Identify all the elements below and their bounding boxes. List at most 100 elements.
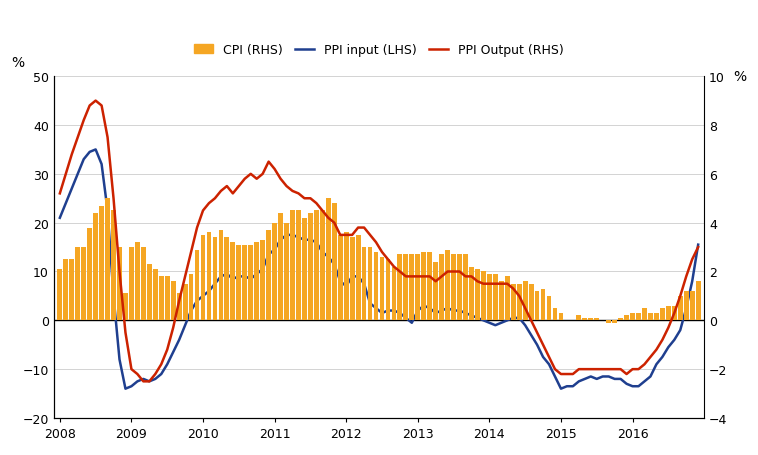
Bar: [141, 248, 146, 321]
Y-axis label: %: %: [11, 56, 25, 70]
Bar: [654, 313, 659, 321]
Legend: CPI (RHS), PPI input (LHS), PPI Output (RHS): CPI (RHS), PPI input (LHS), PPI Output (…: [190, 39, 568, 62]
Bar: [547, 296, 551, 321]
Bar: [147, 265, 152, 321]
Bar: [278, 213, 283, 321]
Bar: [99, 206, 104, 321]
Bar: [81, 248, 86, 321]
Bar: [445, 250, 450, 321]
Bar: [159, 277, 164, 321]
Bar: [362, 248, 366, 321]
Bar: [195, 250, 199, 321]
Bar: [523, 282, 528, 321]
Bar: [553, 308, 557, 321]
Bar: [505, 277, 509, 321]
Bar: [207, 233, 211, 321]
Bar: [255, 243, 259, 321]
Bar: [487, 274, 492, 321]
Bar: [392, 267, 396, 321]
Bar: [690, 291, 694, 321]
Bar: [559, 313, 563, 321]
Bar: [117, 248, 122, 321]
Bar: [439, 255, 444, 321]
Bar: [290, 211, 295, 321]
Bar: [642, 308, 647, 321]
Bar: [177, 294, 181, 321]
Bar: [577, 316, 581, 321]
Bar: [374, 253, 378, 321]
Bar: [105, 199, 110, 321]
Bar: [368, 248, 372, 321]
Bar: [421, 253, 426, 321]
Bar: [684, 291, 688, 321]
Bar: [302, 218, 307, 321]
Bar: [123, 294, 128, 321]
Bar: [696, 282, 700, 321]
Bar: [236, 245, 241, 321]
Y-axis label: %: %: [733, 70, 747, 84]
Bar: [678, 296, 683, 321]
Bar: [660, 308, 665, 321]
Bar: [356, 235, 361, 321]
Bar: [457, 255, 462, 321]
Bar: [636, 313, 641, 321]
Bar: [606, 321, 611, 323]
Bar: [111, 211, 116, 321]
Bar: [243, 245, 247, 321]
Bar: [212, 238, 218, 321]
Bar: [469, 267, 474, 321]
Bar: [272, 223, 277, 321]
Bar: [475, 269, 480, 321]
Bar: [540, 289, 546, 321]
Bar: [619, 318, 623, 321]
Bar: [320, 211, 324, 321]
Bar: [648, 313, 653, 321]
Bar: [428, 253, 432, 321]
Bar: [284, 223, 289, 321]
Bar: [64, 260, 68, 321]
Bar: [344, 233, 349, 321]
Bar: [266, 231, 271, 321]
Bar: [582, 318, 587, 321]
Bar: [87, 228, 92, 321]
Bar: [58, 269, 62, 321]
Bar: [326, 199, 330, 321]
Bar: [588, 318, 594, 321]
Bar: [164, 277, 170, 321]
Bar: [534, 291, 540, 321]
Bar: [403, 255, 409, 321]
Bar: [129, 248, 134, 321]
Bar: [386, 260, 390, 321]
Bar: [517, 284, 522, 321]
Bar: [415, 255, 420, 321]
Bar: [70, 260, 74, 321]
Bar: [380, 257, 384, 321]
Bar: [451, 255, 456, 321]
Bar: [434, 262, 438, 321]
Bar: [218, 231, 224, 321]
Bar: [171, 282, 176, 321]
Bar: [612, 321, 617, 323]
Bar: [624, 316, 629, 321]
Bar: [349, 238, 355, 321]
Bar: [338, 235, 343, 321]
Bar: [511, 284, 515, 321]
Bar: [260, 240, 265, 321]
Bar: [314, 211, 319, 321]
Bar: [630, 313, 635, 321]
Bar: [135, 243, 139, 321]
Bar: [493, 274, 498, 321]
Bar: [153, 269, 158, 321]
Bar: [249, 245, 253, 321]
Bar: [666, 306, 671, 321]
Bar: [529, 284, 534, 321]
Bar: [672, 306, 677, 321]
Bar: [189, 274, 193, 321]
Bar: [481, 272, 486, 321]
Bar: [183, 284, 187, 321]
Bar: [75, 248, 80, 321]
Bar: [308, 213, 313, 321]
Bar: [397, 255, 402, 321]
Bar: [409, 255, 414, 321]
Bar: [499, 282, 503, 321]
